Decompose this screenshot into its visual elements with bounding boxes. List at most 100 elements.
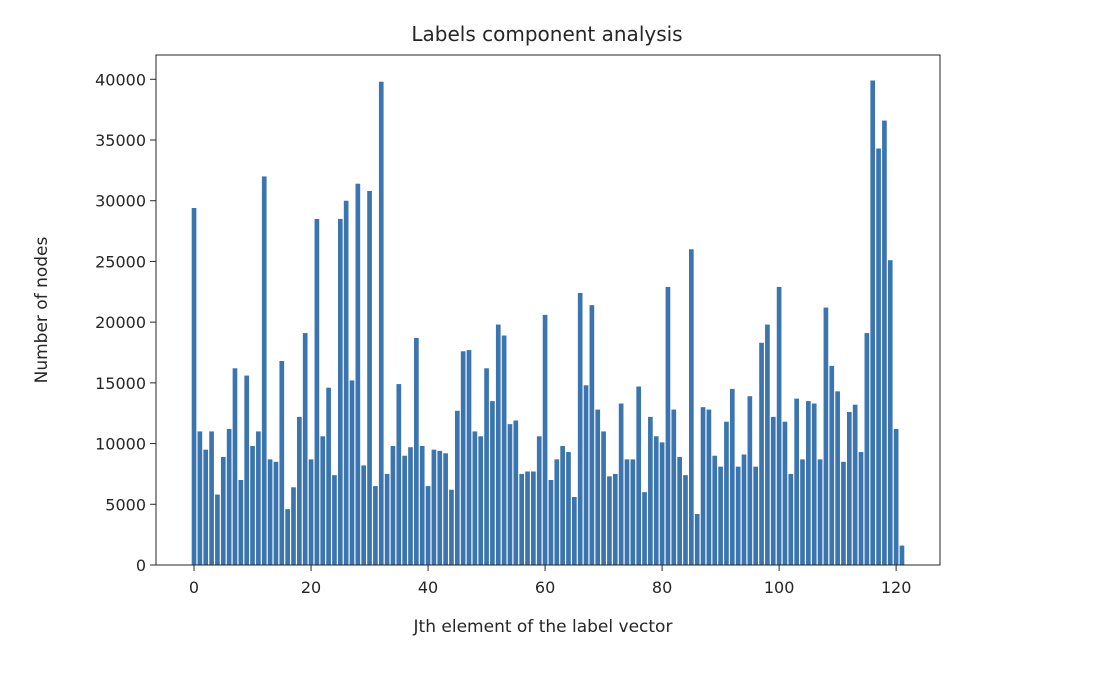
- bar-105: [806, 401, 811, 565]
- bar-80: [659, 442, 665, 565]
- bar-3: [209, 431, 214, 565]
- bar-46: [460, 351, 466, 565]
- bar-70: [601, 431, 606, 565]
- bar-10: [250, 446, 255, 565]
- bar-50: [484, 368, 489, 565]
- bar-16: [285, 509, 290, 565]
- bar-56: [519, 473, 525, 565]
- bar-84: [683, 475, 688, 565]
- bar-103: [794, 398, 799, 565]
- bar-20: [308, 459, 314, 565]
- bar-62: [554, 459, 560, 565]
- bar-72: [612, 473, 618, 565]
- bar-99: [770, 416, 776, 565]
- x-tick-label: 40: [418, 578, 438, 597]
- bar-45: [454, 410, 460, 565]
- bar-6: [226, 429, 232, 565]
- bar-69: [595, 409, 601, 565]
- bar-54: [507, 424, 513, 565]
- bar-116: [870, 80, 876, 565]
- bar-66: [577, 293, 583, 565]
- x-tick-label: 120: [881, 578, 912, 597]
- chart-title: Labels component analysis: [411, 22, 682, 46]
- bar-107: [817, 459, 823, 565]
- y-tick-label: 15000: [95, 374, 146, 393]
- bar-1: [197, 431, 203, 565]
- x-tick-label: 100: [764, 578, 795, 597]
- y-tick-label: 20000: [95, 313, 146, 332]
- bar-79: [653, 436, 659, 565]
- bar-60: [542, 314, 548, 565]
- bar-29: [361, 465, 367, 565]
- bar-71: [607, 476, 612, 565]
- bar-5: [220, 456, 226, 565]
- bar-19: [302, 333, 308, 565]
- y-tick-label: 35000: [95, 131, 146, 150]
- bar-44: [449, 489, 454, 565]
- x-axis: 0 20 40 60 80 100 120: [189, 565, 911, 597]
- bar-30: [367, 191, 372, 565]
- bar-37: [408, 447, 413, 565]
- bar-109: [829, 365, 835, 565]
- bar-65: [571, 497, 577, 565]
- bar-92: [729, 388, 735, 565]
- bar-8: [238, 480, 244, 565]
- bar-67: [583, 385, 589, 565]
- x-axis-label: Jth element of the label vector: [413, 617, 673, 637]
- bar-97: [759, 342, 764, 565]
- bar-13: [267, 459, 273, 565]
- bar-17: [291, 487, 296, 565]
- bar-55: [513, 420, 519, 565]
- y-tick-label: 0: [136, 556, 146, 575]
- bar-106: [811, 403, 817, 565]
- bar-96: [753, 466, 759, 565]
- y-tick-label: 25000: [95, 252, 146, 271]
- bar-89: [712, 455, 718, 565]
- bar-51: [490, 401, 495, 565]
- bar-21: [314, 218, 320, 565]
- bar-75: [630, 459, 636, 565]
- bar-111: [841, 461, 846, 565]
- bar-118: [882, 120, 887, 565]
- bar-28: [355, 183, 361, 565]
- bar-22: [320, 436, 326, 565]
- bar-101: [782, 421, 788, 565]
- x-tick-label: 0: [189, 578, 199, 597]
- bar-32: [378, 81, 384, 566]
- bar-81: [665, 286, 671, 565]
- bar-11: [256, 431, 261, 565]
- x-tick-label: 60: [535, 578, 555, 597]
- bar-52: [495, 324, 501, 565]
- bar-42: [437, 450, 443, 565]
- bar-39: [419, 446, 425, 565]
- bar-119: [887, 260, 893, 565]
- bar-61: [548, 480, 554, 565]
- bar-41: [431, 449, 437, 565]
- bar-4: [215, 494, 220, 565]
- bar-9: [244, 375, 250, 565]
- bar-63: [560, 446, 565, 565]
- bar-24: [332, 475, 337, 565]
- bar-34: [390, 446, 396, 565]
- y-tick-label: 10000: [95, 435, 146, 454]
- bar-91: [724, 421, 729, 565]
- bar-33: [384, 473, 390, 565]
- bar-48: [472, 431, 478, 565]
- bar-49: [478, 436, 484, 565]
- bar-27: [349, 380, 355, 565]
- bar-78: [648, 416, 653, 565]
- bar-120: [893, 429, 899, 565]
- bar-100: [776, 286, 782, 565]
- bar-93: [735, 466, 741, 565]
- bar-0: [191, 208, 197, 565]
- bar-95: [747, 396, 753, 565]
- bar-64: [566, 452, 571, 565]
- bar-57: [525, 471, 530, 565]
- bar-82: [671, 409, 677, 565]
- bar-43: [443, 453, 448, 565]
- bar-23: [326, 387, 331, 565]
- bar-117: [876, 148, 881, 565]
- bar-2: [203, 449, 209, 565]
- bar-40: [425, 486, 431, 565]
